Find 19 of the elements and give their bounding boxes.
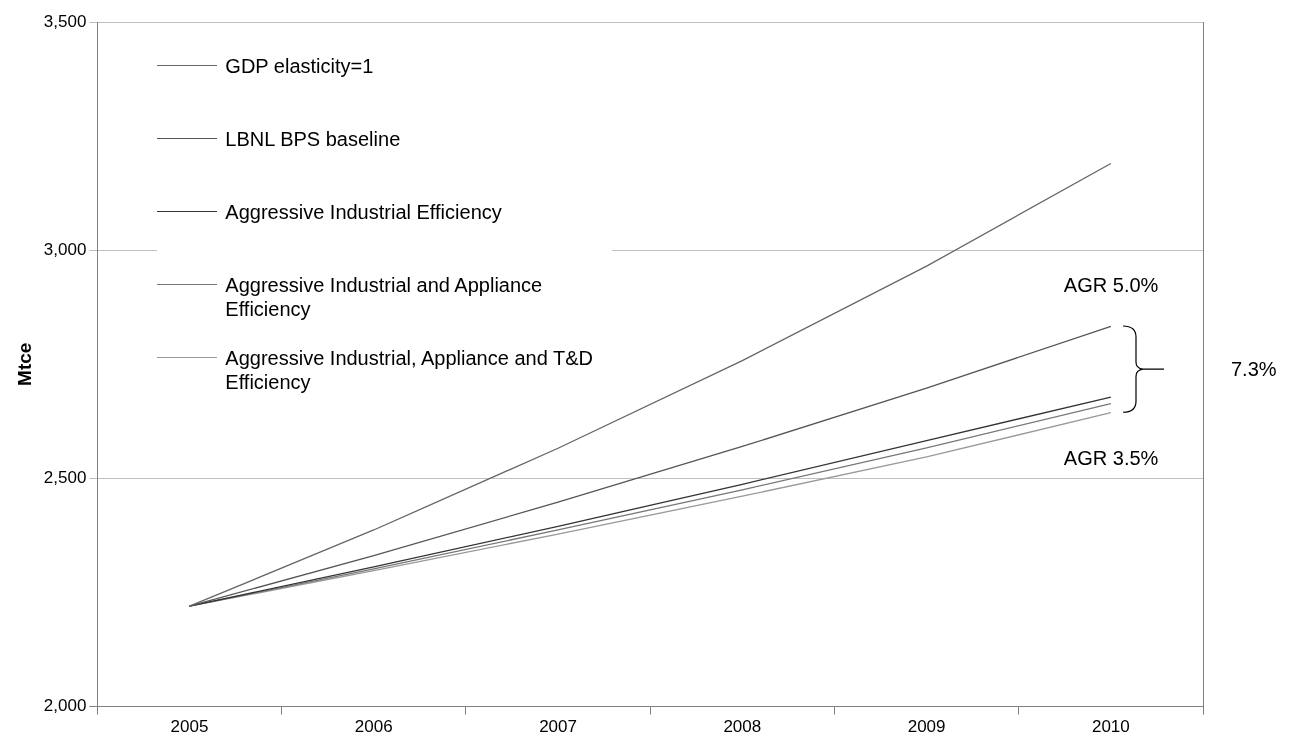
x-tick-label: 2008: [723, 717, 762, 737]
y-tick-label: 2,000: [43, 696, 87, 716]
legend-label: LBNL BPS baseline: [225, 127, 401, 151]
x-tick-label: 2010: [1091, 717, 1130, 737]
y-tick-label: 3,000: [43, 239, 87, 259]
annotation: AGR 3.5%: [1063, 446, 1159, 470]
legend-label: GDP elasticity=1: [225, 54, 374, 78]
y-tick-label: 3,500: [43, 11, 87, 31]
x-tick-label: 2005: [170, 717, 209, 737]
x-tick-label: 2009: [907, 717, 946, 737]
text: 7.3%: [1231, 358, 1277, 382]
legend-label: Aggressive Industrial Efficiency: [225, 200, 502, 224]
x-tick-label: 2006: [354, 717, 393, 737]
y-tick-label: 2,500: [43, 468, 87, 488]
y-axis-title: Mtce: [13, 342, 35, 386]
annotation: AGR 5.0%: [1063, 274, 1159, 298]
x-tick-label: 2007: [539, 717, 577, 737]
legend-label: Aggressive Industrial and Appliance Efficiency: [225, 273, 544, 321]
legend-label: Aggressive Industrial, Appliance and T&D Efficiency: [225, 346, 594, 394]
